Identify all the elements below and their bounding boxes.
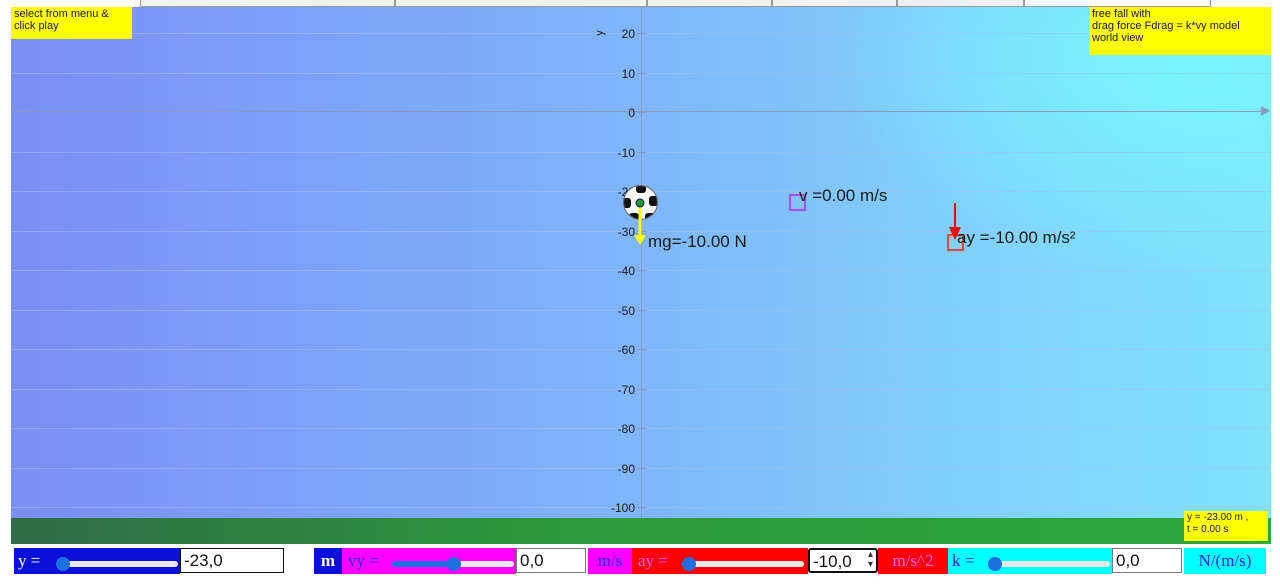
vy-slider-thumb[interactable]: [447, 557, 461, 571]
spinner-icon[interactable]: ▴ ▾: [867, 549, 873, 570]
k-label-text: k =: [952, 551, 975, 570]
y-label-text: y =: [18, 551, 41, 570]
ay-slider[interactable]: [682, 557, 804, 571]
y-tick-label: -90: [617, 462, 635, 476]
y-slider[interactable]: [56, 557, 178, 571]
y-tick-label: 0: [628, 106, 635, 120]
y-tick-label: 20: [621, 27, 635, 41]
vy-unit-label: m/s: [588, 548, 632, 574]
ball-patch: [645, 213, 655, 219]
k-slider[interactable]: [988, 557, 1110, 571]
k-value-input[interactable]: 0,0: [1112, 548, 1182, 573]
menu-dropdown[interactable]: [140, 0, 395, 7]
ground: [11, 518, 1271, 544]
ball-patch: [649, 196, 657, 206]
vy-value-input[interactable]: 0,0: [516, 548, 586, 573]
velocity-label: v =0.00 m/s: [799, 186, 888, 205]
menu-dropdown-secondary[interactable]: [395, 0, 647, 7]
instruction-note: select from menu & click play: [11, 7, 132, 39]
step-back-button[interactable]: [897, 0, 1024, 7]
model-info-line: free fall with: [1092, 8, 1151, 20]
readout-note: y = -23.00 m , t = 0.00 s: [1184, 511, 1268, 541]
model-info-line: world view: [1092, 32, 1144, 44]
y-tick: [637, 310, 646, 311]
y-value-input[interactable]: -23,0: [180, 548, 284, 573]
k-control-label: k =: [948, 548, 986, 574]
step-button[interactable]: [772, 0, 897, 7]
model-info-note: free fall with drag force Fdrag = k*vy m…: [1089, 7, 1271, 55]
y-tick: [637, 428, 646, 429]
ay-slider-thumb[interactable]: [682, 557, 696, 571]
play-button[interactable]: [647, 0, 772, 7]
ay-value-text: -10,0: [813, 552, 852, 571]
vy-slider[interactable]: [392, 557, 514, 571]
y-tick-label: -70: [617, 383, 635, 397]
y-tick-label: -100: [610, 501, 635, 515]
y-tick: [637, 112, 646, 113]
y-control-label: y =: [14, 548, 52, 574]
velocity-marker: [789, 194, 806, 211]
y-slider-thumb[interactable]: [56, 557, 70, 571]
top-toolbar: [0, 0, 1280, 8]
y-unit-label: m: [314, 548, 342, 574]
k-unit-label: N/(m/s): [1184, 548, 1266, 574]
readout-line: y = -23.00 m ,: [1187, 512, 1249, 523]
y-tick-label: -40: [617, 264, 635, 278]
y-tick: [637, 73, 646, 74]
y-tick-label: -50: [617, 304, 635, 318]
readout-line: t = 0.00 s: [1187, 524, 1229, 535]
k-slider-thumb[interactable]: [988, 557, 1002, 571]
ball-patch: [636, 186, 646, 193]
simulation-canvas[interactable]: y 20 10 0 -10 -20 -30 -40 -50 -60 -70 -8…: [11, 7, 1271, 544]
ball-patch: [624, 198, 631, 208]
weight-vector-arrow-icon: [634, 198, 646, 245]
y-tick: [637, 33, 646, 34]
reset-button[interactable]: [1024, 0, 1211, 7]
instruction-line: select from menu &: [14, 8, 109, 20]
y-tick-label: 10: [621, 67, 635, 81]
y-tick-label: -30: [617, 225, 635, 239]
weight-label: mg=-10.00 N: [648, 232, 747, 251]
ay-label-text: ay =: [638, 551, 668, 570]
acceleration-vector-arrow-icon: [949, 203, 961, 240]
y-tick: [637, 270, 646, 271]
y-tick-label: -80: [617, 422, 635, 436]
y-tick-label: -10: [617, 146, 635, 160]
y-axis-line: [641, 7, 642, 544]
ay-value-input[interactable]: -10,0 ▴ ▾: [808, 548, 878, 573]
acceleration-label: ay =-10.00 m/s²: [957, 228, 1076, 247]
model-info-line: drag force Fdrag = k*vy model: [1092, 20, 1240, 32]
y-tick: [637, 152, 646, 153]
vy-label-text: vy =: [348, 551, 379, 570]
y-tick: [637, 468, 646, 469]
ball-patch: [629, 213, 639, 219]
y-tick: [637, 389, 646, 390]
y-tick: [637, 349, 646, 350]
x-axis-arrow-icon: [1261, 106, 1270, 116]
instruction-line: click play: [14, 20, 59, 32]
x-axis-line: [11, 111, 1269, 112]
y-tick-label: -60: [617, 343, 635, 357]
vy-control-label: vy =: [342, 548, 388, 574]
ay-control-label: ay =: [632, 548, 678, 574]
vy-slider-fill: [392, 561, 453, 567]
y-tick: [637, 507, 646, 508]
control-bar: y = -23,0 m vy = 0,0 m/s ay = -10,0 ▴ ▾ m…: [0, 546, 1280, 576]
ay-unit-label: m/s^2: [878, 548, 948, 574]
